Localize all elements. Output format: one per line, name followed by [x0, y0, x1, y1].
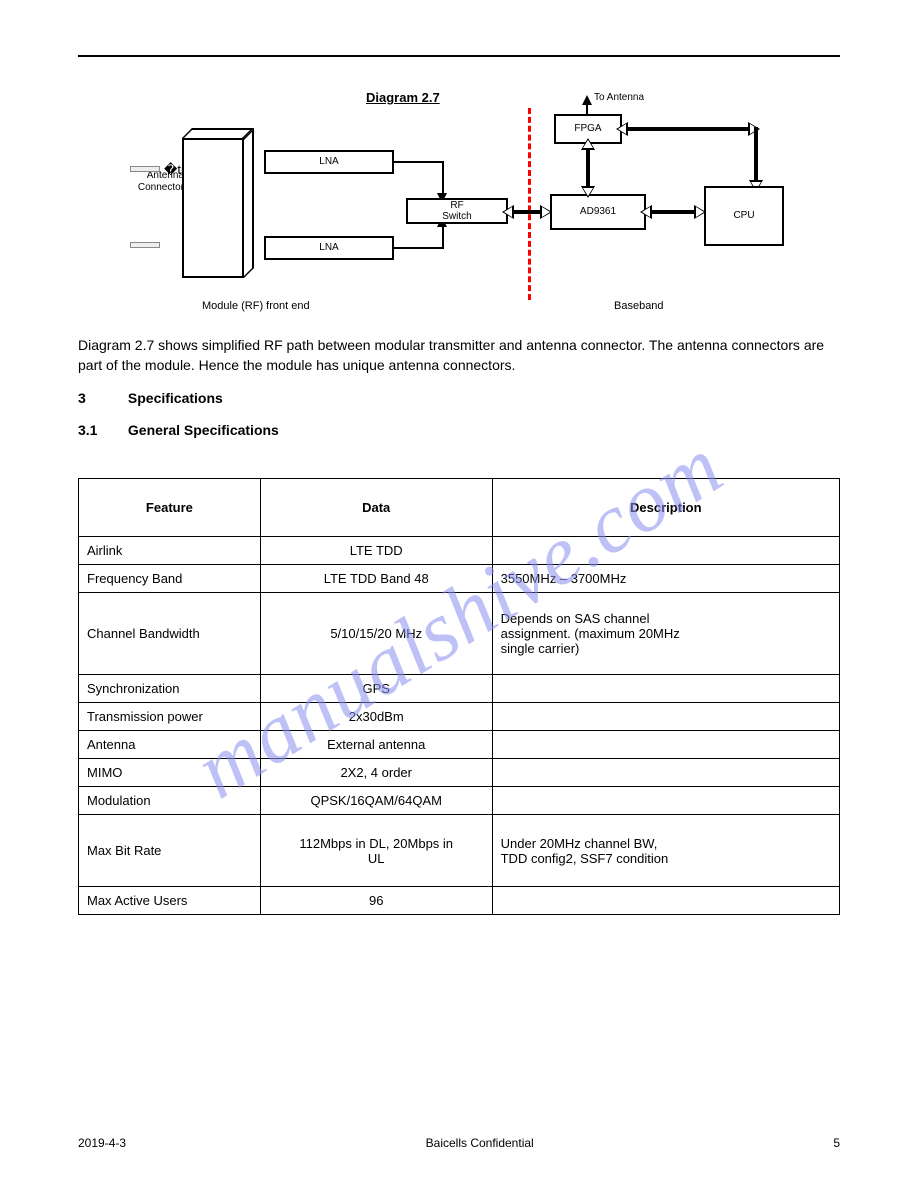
- to-antenna-label: To Antenna: [594, 92, 644, 104]
- wire: [442, 161, 444, 197]
- arrow-icon: [581, 186, 595, 198]
- wire: [442, 225, 444, 249]
- section-title: Specifications: [128, 390, 223, 406]
- subsection-number: 3.1: [78, 420, 124, 440]
- table-row: Antenna External antenna: [79, 731, 840, 759]
- table-row: Max Bit Rate 112Mbps in DL, 20Mbps in UL…: [79, 815, 840, 887]
- block-diagram: Diagram 2.7 Antenna Connector �timesig L…: [130, 90, 790, 320]
- bus: [622, 127, 754, 131]
- table-row: Modulation QPSK/16QAM/64QAM: [79, 787, 840, 815]
- subsection-heading: 3.1 General Specifications: [78, 420, 840, 440]
- wire: [586, 103, 588, 115]
- section-heading: 3 Specifications: [78, 388, 840, 408]
- rf-baseband-divider: [528, 108, 531, 300]
- spec-table: Feature Data Description Airlink LTE TDD…: [78, 478, 840, 915]
- lna1-box: LNA: [264, 150, 394, 174]
- footer-page: 5: [833, 1136, 840, 1150]
- footer-date: 2019-4-3: [78, 1136, 126, 1150]
- arrow-icon: [616, 122, 628, 136]
- table-row: Transmission power 2x30dBm: [79, 703, 840, 731]
- table-row: MIMO 2X2, 4 order: [79, 759, 840, 787]
- bus: [646, 210, 700, 214]
- th-description: Description: [492, 479, 839, 537]
- rf-switch-box: RF Switch: [406, 198, 508, 224]
- front-panel-side: [244, 128, 254, 278]
- baseband-caption: Baseband: [614, 300, 664, 313]
- ad9361-box: AD9361: [550, 194, 646, 230]
- table-row: Frequency Band LTE TDD Band 48 3550MHz –…: [79, 565, 840, 593]
- footer-confidential: Baicells Confidential: [78, 1136, 840, 1150]
- table-row: Max Active Users 96: [79, 887, 840, 915]
- table-header-row: Feature Data Description: [79, 479, 840, 537]
- front-panel-top: [182, 128, 254, 138]
- wire: [394, 161, 444, 163]
- lna2-box: LNA: [264, 236, 394, 260]
- table-row: Airlink LTE TDD: [79, 537, 840, 565]
- th-feature: Feature: [79, 479, 261, 537]
- module-caption: Module (RF) front end: [202, 300, 310, 313]
- paragraph: Diagram 2.7 shows simplified RF path bet…: [78, 335, 840, 376]
- front-panel-box: [182, 138, 244, 278]
- bus: [754, 127, 758, 187]
- connector-stub-1: [130, 166, 160, 172]
- cpu-box: CPU: [704, 186, 784, 246]
- section-number: 3: [78, 388, 124, 408]
- subsection-title: General Specifications: [128, 422, 279, 438]
- body-text: Diagram 2.7 shows simplified RF path bet…: [78, 335, 840, 452]
- table-row: Synchronization GPS: [79, 675, 840, 703]
- arrow-icon: [502, 205, 514, 219]
- arrow-icon: [581, 138, 595, 150]
- wire: [394, 247, 444, 249]
- arrow-icon: [640, 205, 652, 219]
- table-row: Channel Bandwidth 5/10/15/20 MHz Depends…: [79, 593, 840, 675]
- th-data: Data: [260, 479, 492, 537]
- header-rule: [78, 55, 840, 57]
- connector-stub-2: [130, 242, 160, 248]
- page-footer: 2019-4-3 5 Baicells Confidential: [78, 1136, 840, 1150]
- diagram-title: Diagram 2.7: [366, 90, 440, 105]
